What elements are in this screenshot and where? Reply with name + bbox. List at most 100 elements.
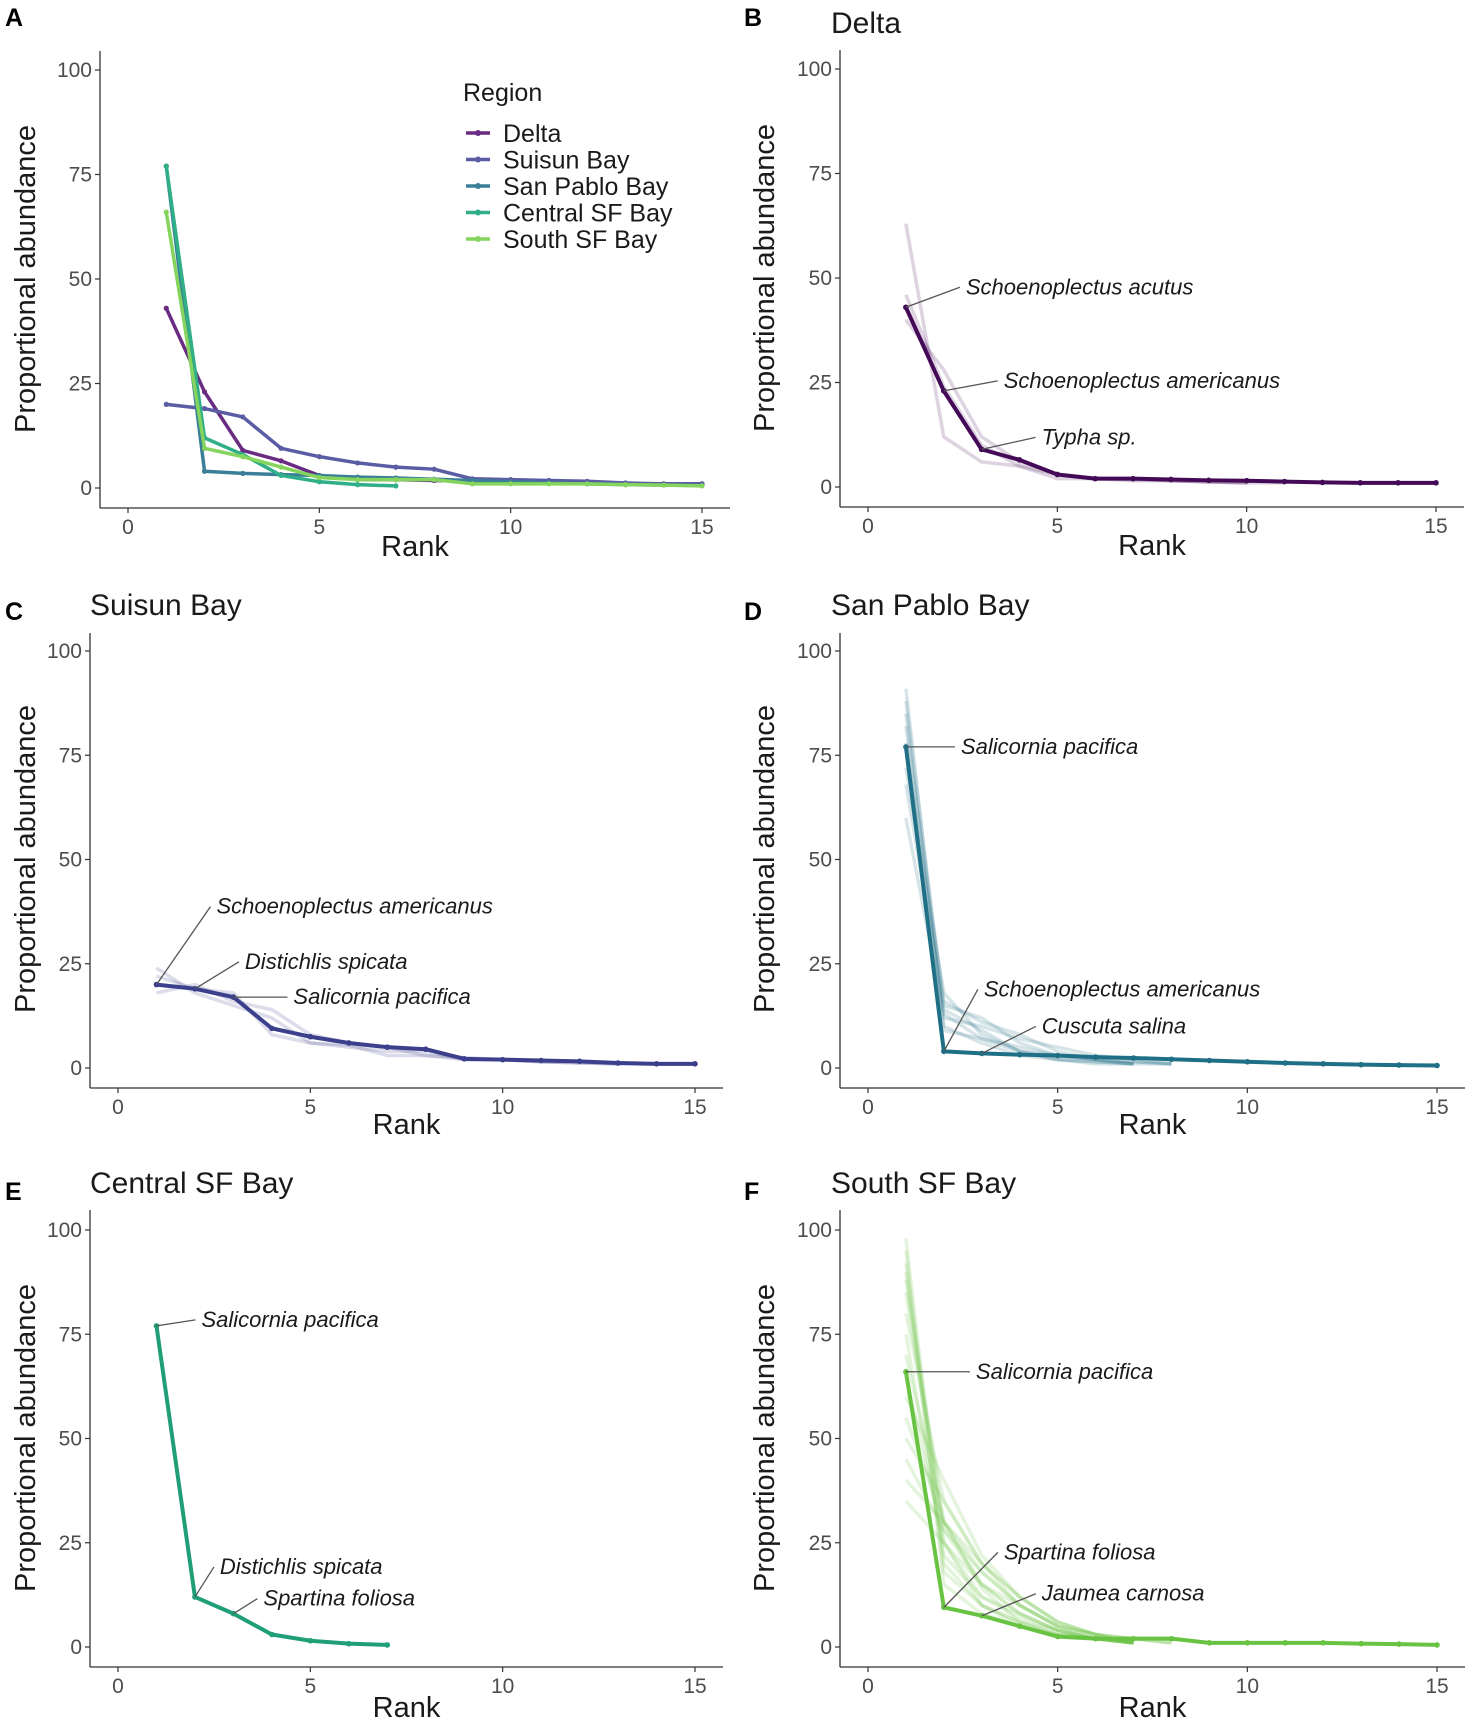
y-tick-label: 25: [809, 953, 832, 976]
annotation-label: Spartina foliosa: [1004, 1539, 1156, 1564]
mean-point: [1395, 480, 1401, 486]
panel-c-suisun-bay: 0 25 50 75 100 0 5 10 15 Rank Proportional abundan…: [10, 633, 723, 1141]
y-tick-label: 75: [59, 1323, 82, 1346]
y-tick-label: 75: [809, 163, 832, 186]
x-tick-label: 10: [1235, 515, 1258, 538]
data-point: [584, 481, 590, 487]
x-tick-label: 0: [112, 1675, 124, 1698]
mean-point: [576, 1058, 583, 1065]
annotation-label: Distichlis spicata: [245, 949, 408, 974]
data-point: [355, 460, 361, 466]
x-tick-label: 5: [313, 516, 325, 539]
mean-point: [1396, 1062, 1402, 1068]
y-tick-label: 0: [70, 1636, 82, 1659]
data-point: [699, 483, 705, 489]
y-tick-label: 25: [59, 1532, 82, 1555]
annotation-leader: [981, 1025, 1037, 1054]
data-point: [469, 481, 475, 487]
legend-key-point: [475, 236, 481, 242]
mean-point: [1092, 475, 1098, 482]
mean-point: [1244, 1058, 1251, 1065]
data-point: [163, 163, 169, 169]
x-axis-title: Rank: [1118, 530, 1186, 562]
data-point: [393, 464, 399, 470]
x-axis-title: Rank: [1119, 1109, 1187, 1141]
data-point: [278, 458, 284, 464]
data-point: [201, 468, 208, 474]
mean-point: [692, 1061, 698, 1067]
mean-point: [1092, 1635, 1099, 1642]
mean-point: [1206, 1640, 1213, 1646]
data-point: [316, 454, 322, 460]
y-tick-label: 75: [809, 1323, 832, 1346]
mean-point: [1130, 1055, 1137, 1061]
panel-title-c: Suisun Bay: [90, 589, 242, 622]
data-point: [201, 445, 208, 451]
mean-point: [384, 1044, 391, 1050]
mean-point: [1168, 476, 1174, 483]
data-point: [240, 447, 246, 453]
panel-letter-f: F: [744, 1178, 759, 1206]
data-point: [278, 445, 284, 451]
annotation-leader: [155, 906, 212, 985]
mean-point: [1433, 480, 1439, 486]
x-tick-label: 0: [862, 1675, 874, 1698]
mean-point: [1054, 471, 1061, 478]
mean-point: [461, 1056, 468, 1062]
annotation-leader: [943, 380, 998, 392]
mean-point: [269, 1025, 275, 1032]
site-line: [904, 1417, 1134, 1645]
data-point: [163, 305, 169, 311]
y-tick-label: 50: [809, 849, 832, 872]
mean-point: [1282, 1060, 1289, 1066]
data-point: [393, 483, 399, 489]
mean-point: [1168, 1635, 1175, 1642]
annotation-leader: [981, 436, 1036, 451]
panel-title-d: San Pablo Bay: [831, 589, 1029, 622]
y-tick-label: 0: [70, 1057, 82, 1080]
annotation-label: Jaumea carnosa: [1041, 1581, 1205, 1606]
y-axis-title: Proportional abundance: [749, 1284, 781, 1592]
panel-letter-a: A: [5, 4, 23, 32]
annotation-label: Salicornia pacifica: [293, 984, 470, 1009]
x-tick-label: 15: [690, 516, 713, 539]
mean-point: [615, 1060, 621, 1066]
data-point: [355, 482, 361, 488]
y-tick-label: 50: [69, 268, 92, 291]
x-tick-label: 0: [862, 1096, 874, 1119]
mean-point: [538, 1057, 544, 1064]
panel-a-all-regions: 0 25 50 75 100 0 5 10 15 Rank Proportional abundan…: [10, 51, 730, 563]
y-tick-label: 50: [809, 267, 832, 290]
data-point: [163, 209, 169, 215]
x-tick-label: 15: [1424, 515, 1447, 538]
site-line: [904, 1499, 1134, 1645]
data-point: [201, 405, 208, 412]
x-tick-label: 15: [1425, 1096, 1448, 1119]
mean-point: [307, 1033, 314, 1040]
y-tick-label: 0: [820, 1636, 832, 1659]
data-point: [240, 414, 246, 420]
mean-point: [1281, 478, 1288, 485]
data-point: [355, 477, 361, 483]
panel-title-b: Delta: [831, 7, 901, 40]
panel-d-san-pablo-bay: 0 25 50 75 100 0 5 10 15 Rank Proportional abundan…: [749, 633, 1465, 1141]
legend-label: Suisun Bay: [503, 147, 630, 175]
annotation-leader: [981, 1593, 1037, 1617]
mean-point: [422, 1046, 429, 1053]
mean-point: [499, 1056, 506, 1063]
y-axis-title: Proportional abundance: [749, 124, 781, 432]
annotation-label: Schoenoplectus acutus: [966, 274, 1194, 299]
y-tick-label: 100: [797, 58, 832, 81]
mean-point: [1358, 1640, 1364, 1647]
y-tick-label: 0: [80, 477, 92, 500]
mean-point: [1054, 1633, 1061, 1640]
y-tick-label: 25: [69, 373, 92, 396]
mean-point: [346, 1640, 352, 1647]
site-line: [904, 725, 1172, 1066]
mean-point: [653, 1061, 660, 1067]
panel-letter-c: C: [5, 598, 23, 626]
mean-point: [1243, 477, 1250, 484]
y-tick-label: 100: [47, 1219, 82, 1242]
